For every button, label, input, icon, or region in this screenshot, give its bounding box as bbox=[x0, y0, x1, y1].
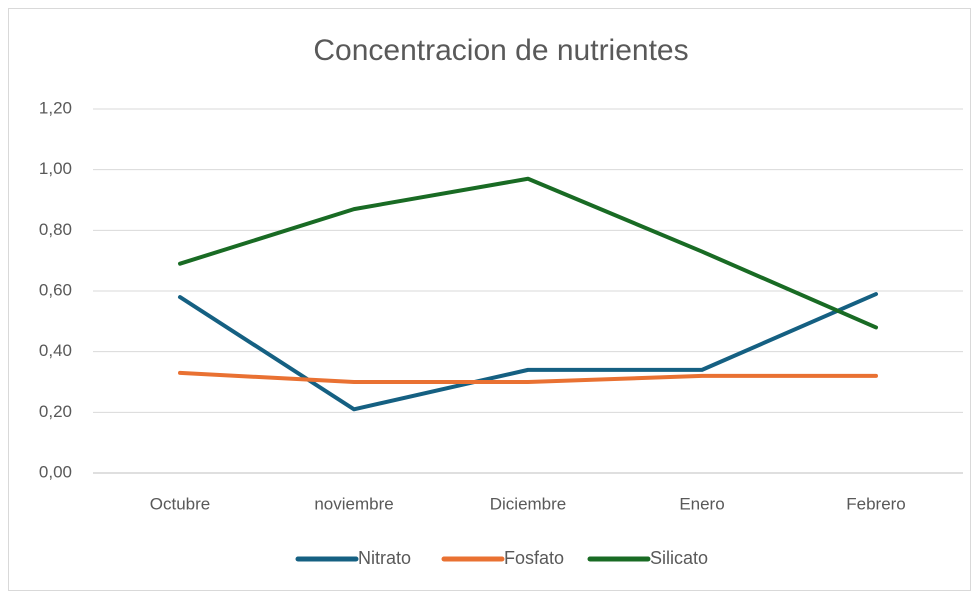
y-tick-label: 0,20 bbox=[39, 402, 72, 421]
x-tick-label: Enero bbox=[679, 494, 724, 513]
x-tick-label: Octubre bbox=[150, 494, 210, 513]
y-tick-label: 0,60 bbox=[39, 280, 72, 299]
chart-title: Concentracion de nutrientes bbox=[313, 34, 688, 67]
x-tick-label: noviembre bbox=[314, 494, 393, 513]
y-tick-label: 0,00 bbox=[39, 462, 72, 481]
y-tick-label: 0,40 bbox=[39, 341, 72, 360]
series-line bbox=[178, 292, 878, 412]
legend-label: Fosfato bbox=[504, 548, 564, 568]
y-tick-label: 1,00 bbox=[39, 159, 72, 178]
series-line bbox=[178, 370, 878, 384]
x-tick-label: Diciembre bbox=[490, 494, 567, 513]
y-tick-label: 0,80 bbox=[39, 220, 72, 239]
x-tick-label: Febrero bbox=[846, 494, 906, 513]
legend-label: Nitrato bbox=[358, 548, 411, 568]
series-line bbox=[178, 176, 878, 330]
y-tick-label: 1,20 bbox=[39, 98, 72, 117]
legend-label: Silicato bbox=[650, 548, 708, 568]
